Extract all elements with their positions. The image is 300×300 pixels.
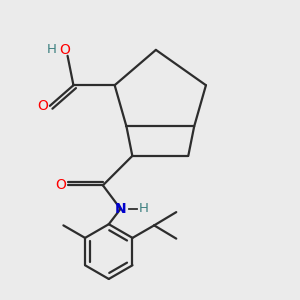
Text: O: O [55, 178, 66, 192]
Text: N: N [115, 202, 126, 216]
Text: H: H [46, 44, 56, 56]
Text: O: O [37, 99, 48, 113]
Text: H: H [139, 202, 148, 215]
Text: O: O [59, 43, 70, 57]
